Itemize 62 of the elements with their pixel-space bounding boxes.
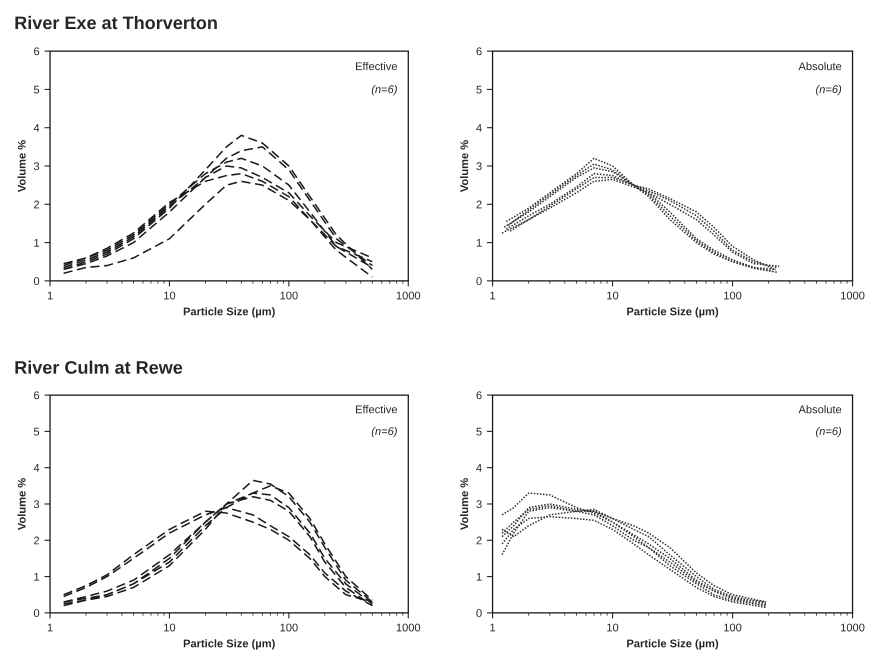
annotation: Effective (356, 62, 398, 70)
y-tick-label: 0 (476, 277, 482, 286)
y-tick-label: 1 (476, 572, 482, 581)
y-axis-title: Volume % (460, 478, 468, 530)
y-tick-label: 1 (476, 238, 482, 247)
y-tick-label: 3 (476, 162, 482, 170)
y-tick-label: 0 (476, 609, 482, 618)
x-tick-label: 1 (48, 624, 53, 632)
y-tick-label: 1 (34, 238, 40, 247)
x-tick-label: 100 (724, 292, 742, 300)
y-tick-label: 3 (34, 500, 40, 508)
annotation: (n=6) (372, 426, 397, 438)
x-tick-label: 1 (48, 292, 53, 300)
annotation: Effective (356, 405, 398, 414)
annotation: (n=6) (816, 426, 842, 438)
y-tick-label: 6 (476, 391, 482, 400)
y-tick-label: 3 (476, 500, 482, 508)
y-tick-label: 1 (34, 572, 40, 581)
annotation: Absolute (798, 62, 842, 70)
x-tick-label: 1000 (396, 624, 420, 632)
y-tick-label: 3 (34, 162, 40, 170)
x-tick-label: 1000 (841, 624, 864, 632)
x-tick-label: 100 (280, 624, 298, 632)
y-tick-label: 2 (34, 536, 40, 544)
annotation: Absolute (798, 405, 842, 414)
y-tick-label: 5 (34, 428, 40, 436)
annotation: (n=6) (372, 85, 397, 96)
y-tick-label: 5 (476, 86, 482, 94)
y-tick-label: 2 (476, 200, 482, 208)
y-tick-label: 5 (34, 86, 40, 94)
y-tick-label: 5 (476, 428, 482, 436)
y-tick-label: 0 (34, 609, 40, 618)
y-axis-title: Volume % (460, 140, 468, 192)
x-tick-label: 1000 (396, 292, 420, 300)
chart-title: River Culm at Rewe (15, 360, 182, 374)
x-tick-label: 1000 (841, 292, 864, 300)
x-tick-label: 10 (164, 292, 176, 300)
x-tick-label: 10 (607, 624, 618, 632)
y-tick-label: 4 (476, 124, 482, 132)
y-tick-label: 2 (476, 536, 482, 544)
x-tick-label: 1 (490, 624, 496, 632)
y-tick-label: 4 (34, 464, 40, 472)
y-tick-label: 2 (34, 200, 40, 208)
y-tick-label: 6 (34, 47, 40, 56)
x-axis-title: Particle Size (µm) (627, 307, 718, 318)
x-tick-label: 10 (607, 292, 618, 300)
y-axis-title: Volume % (18, 140, 26, 192)
y-tick-label: 4 (476, 464, 482, 472)
x-tick-label: 1 (490, 292, 496, 300)
chart-title: River Exe at Thorverton (15, 16, 217, 30)
x-tick-label: 100 (724, 624, 742, 632)
y-tick-label: 6 (476, 47, 482, 56)
y-tick-label: 0 (34, 277, 40, 286)
x-axis-title: Particle Size (µm) (627, 639, 718, 650)
y-tick-label: 4 (34, 124, 40, 132)
x-axis-title: Particle Size (µm) (184, 307, 275, 318)
x-axis-title: Particle Size (µm) (184, 639, 275, 650)
annotation: (n=6) (816, 85, 842, 96)
x-tick-label: 10 (164, 624, 176, 632)
y-tick-label: 6 (34, 391, 40, 400)
x-tick-label: 100 (280, 292, 298, 300)
y-axis-title: Volume % (18, 478, 26, 530)
